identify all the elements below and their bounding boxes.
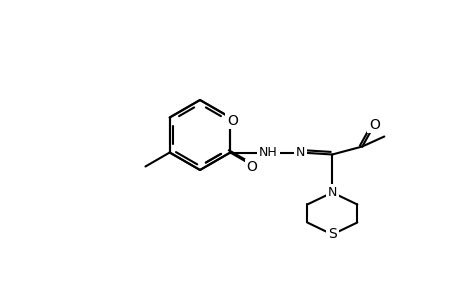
Text: S: S <box>327 227 336 242</box>
Text: N: N <box>295 146 304 159</box>
Text: N: N <box>327 186 336 199</box>
Text: O: O <box>368 118 379 131</box>
Text: NH: NH <box>258 146 277 159</box>
Text: O: O <box>226 113 237 128</box>
Text: O: O <box>246 160 257 174</box>
